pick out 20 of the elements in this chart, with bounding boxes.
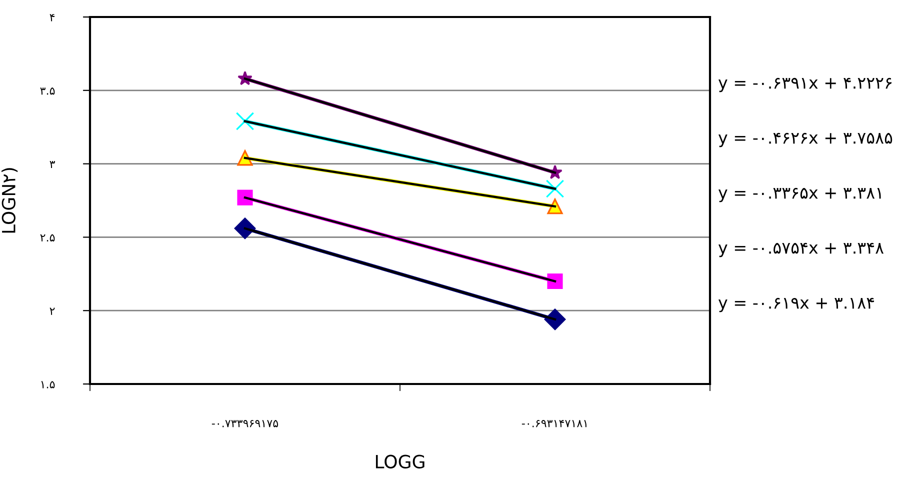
point xyxy=(237,190,253,206)
y-tick-label: ۲.۵ xyxy=(40,234,55,242)
point xyxy=(547,198,563,214)
y-axis-title: LOGN۲) xyxy=(2,168,18,233)
point xyxy=(544,308,566,330)
point xyxy=(546,180,564,198)
y-tick-label: ۲ xyxy=(50,308,55,315)
x-axis-title: LOGG xyxy=(376,454,424,468)
text: y = -۰.۵۷۵۴x + ۳.۳۴۸ xyxy=(718,242,884,258)
text: y = -۰.۳۳۶۵x + ۳.۳۸۱ xyxy=(718,188,881,202)
point xyxy=(236,112,254,130)
x-tick-label: -۰.۶۹۳۱۴۷۱۸۱ xyxy=(522,420,586,428)
text: y = -۰.۶۱۹x + ۳.۱۸۴ xyxy=(718,298,874,312)
text: y = -۰.۶۳۹۱x + ۴.۲۲۲۶ xyxy=(718,78,892,92)
y-tick-label: ۳ xyxy=(50,160,55,168)
y-tick-label: ۱.۵ xyxy=(41,381,55,388)
y-tick-label: ۳.۵ xyxy=(40,87,55,95)
y-tick-label: ۴ xyxy=(50,14,55,22)
text: y = -۰.۴۶۲۶x + ۳.۷۵۸۵ xyxy=(718,132,892,148)
x-tick-label: -۰.۷۳۳۹۶۹۱۷۵ xyxy=(212,420,278,428)
